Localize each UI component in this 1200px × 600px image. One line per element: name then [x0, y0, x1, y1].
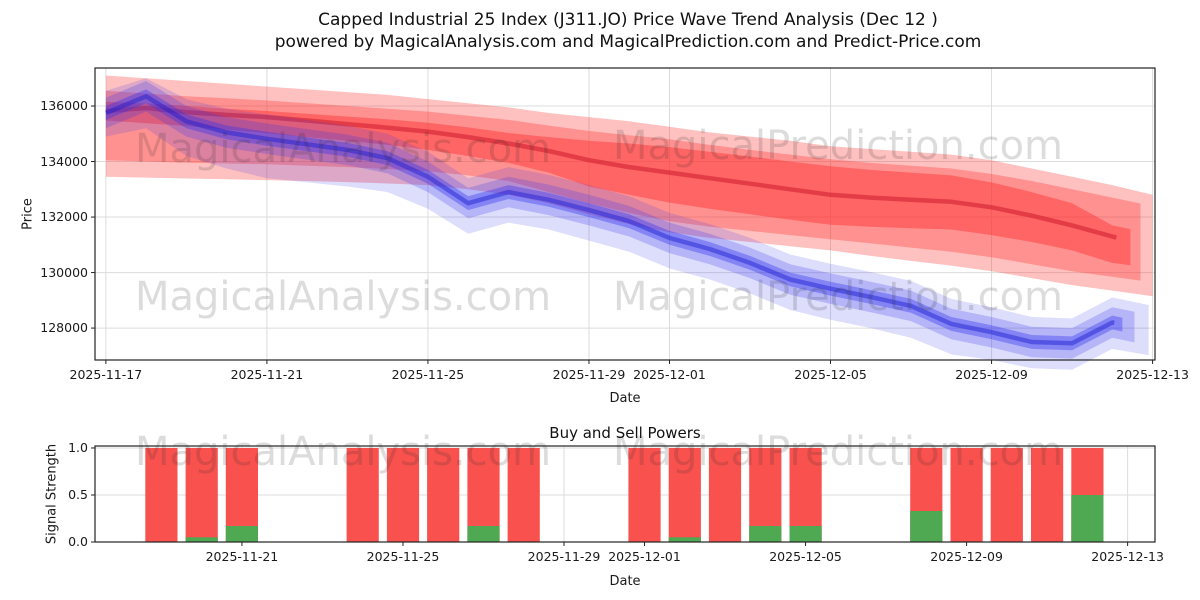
- red-center-line: [105, 105, 1117, 240]
- watermark-magicalprediction-3: MagicalPrediction.com: [613, 429, 1063, 475]
- watermark-magicalprediction-2: MagicalPrediction.com: [613, 274, 1063, 320]
- sell-bar-2025-11-24: [346, 448, 379, 542]
- x-tick-label: 2025-11-29: [527, 549, 601, 564]
- sell-bar-2025-12-02: [668, 448, 701, 542]
- bottom-chart-title: Buy and Sell Powers: [549, 424, 701, 442]
- sell-bar-2025-11-28: [507, 448, 540, 542]
- sell-bar-2025-11-25: [386, 448, 420, 542]
- y-tick-label: 130000: [40, 264, 88, 280]
- buy-bar-2025-11-21: [225, 526, 258, 542]
- red-band-mid: [105, 90, 1141, 281]
- x-tick-label: 2025-11-21: [230, 367, 304, 382]
- sell-bar-2025-12-11: [1031, 448, 1064, 542]
- x-tick-label: 2025-12-01: [608, 549, 681, 564]
- buy-sell-bars: [145, 448, 1104, 542]
- buy-bar-2025-12-02: [668, 537, 701, 542]
- y-tick-label: 0.5: [68, 486, 88, 502]
- buy-bar-2025-11-27: [467, 526, 500, 542]
- buy-bar-2025-11-20: [185, 537, 218, 542]
- blue-center-line: [105, 94, 1115, 346]
- date-axis-label-bottom: Date: [609, 574, 641, 589]
- sell-bar-2025-11-20: [185, 448, 218, 542]
- red-band-outer: [105, 75, 1153, 297]
- main-chart-grid: [95, 68, 1155, 360]
- x-tick-label: 2025-11-29: [552, 367, 626, 382]
- blue-band-mid: [105, 81, 1135, 359]
- sell-bar-2025-11-19: [145, 448, 178, 542]
- buy-bar-2025-12-08: [910, 511, 943, 542]
- y-tick-label: 136000: [40, 98, 88, 114]
- axes-spine: [94, 445, 1156, 543]
- sell-bar-2025-12-10: [990, 448, 1023, 542]
- x-tick-label: 2025-11-25: [391, 367, 465, 382]
- x-tick-label: 2025-12-13: [1116, 367, 1189, 382]
- sell-bar-2025-12-03: [708, 448, 742, 542]
- x-tick-label: 2025-12-01: [633, 367, 706, 382]
- red-band-inner: [105, 101, 1131, 266]
- x-tick-label: 2025-11-21: [205, 549, 279, 564]
- sell-bar-2025-12-09: [950, 448, 983, 542]
- y-tick-label: 1.0: [68, 439, 88, 455]
- blue-band-inner: [105, 89, 1123, 351]
- date-axis-label-main: Date: [609, 391, 641, 406]
- main-chart-axes: [91, 67, 1156, 364]
- sell-bar-2025-12-01: [628, 448, 661, 542]
- watermark-magicalanalysis-2: MagicalAnalysis.com: [134, 274, 552, 320]
- x-tick-label: 2025-12-05: [769, 549, 842, 564]
- buy-bar-2025-12-05: [789, 526, 822, 542]
- y-tick-label: 128000: [40, 320, 88, 336]
- y-tick-label: 0.0: [68, 534, 88, 549]
- buy-bar-2025-12-12: [1071, 495, 1104, 542]
- x-tick-label: 2025-12-13: [1091, 549, 1164, 564]
- x-tick-label: 2025-12-09: [955, 367, 1028, 382]
- watermark-magicalanalysis-3: MagicalAnalysis.com: [134, 429, 552, 475]
- x-tick-label: 2025-12-05: [794, 367, 867, 382]
- sell-bar-2025-11-26: [427, 448, 460, 542]
- axes-spine: [94, 67, 1156, 361]
- watermark-magicalprediction-1: MagicalPrediction.com: [613, 123, 1063, 169]
- y-tick-label: 134000: [40, 153, 88, 169]
- y-tick-label: 132000: [40, 209, 88, 225]
- watermark-magicalanalysis-1: MagicalAnalysis.com: [134, 126, 552, 172]
- x-tick-label: 2025-12-09: [930, 549, 1003, 564]
- buy-bar-2025-12-04: [749, 526, 782, 542]
- figure-title: Capped Industrial 25 Index (J311.JO) Pri…: [318, 10, 938, 30]
- figure-subtitle: powered by MagicalAnalysis.com and Magic…: [274, 32, 982, 52]
- blue-band-outer: [105, 78, 1149, 370]
- bottom-chart-axes: [91, 445, 1156, 546]
- x-tick-label: 2025-11-25: [366, 549, 440, 564]
- price-wave-bands: [105, 75, 1153, 370]
- x-tick-label: 2025-11-17: [69, 367, 143, 382]
